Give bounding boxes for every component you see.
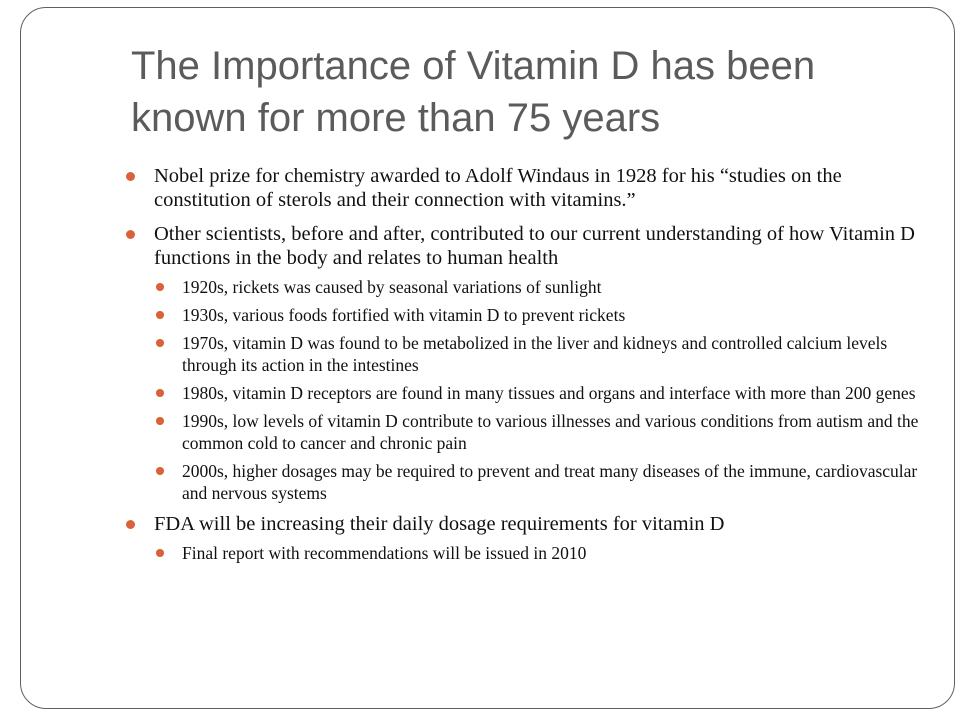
sub-bullet-item-final-report: Final report with recommendations will b… <box>156 542 926 564</box>
sub-bullet-dot-icon <box>156 339 164 347</box>
bullet-dot-icon <box>126 172 135 181</box>
sub-bullet-item-2000s: 2000s, higher dosages may be required to… <box>156 460 926 504</box>
sub-bullet-dot-icon <box>156 549 164 557</box>
sub-bullet-item-1920s: 1920s, rickets was caused by seasonal va… <box>156 276 926 298</box>
sub-bullet-text: Final report with recommendations will b… <box>182 543 587 563</box>
sub-bullet-dot-icon <box>156 283 164 291</box>
sub-list-container: 1920s, rickets was caused by seasonal va… <box>126 276 926 504</box>
slide-title: The Importance of Vitamin D has been kno… <box>131 44 816 140</box>
sub-bullet-item-1980s: 1980s, vitamin D receptors are found in … <box>156 382 926 404</box>
slide-frame: The Importance of Vitamin D has been kno… <box>20 7 955 709</box>
sub-bullet-text: 1920s, rickets was caused by seasonal va… <box>182 277 602 297</box>
bullet-item-nobel-prize: Nobel prize for chemistry awarded to Ado… <box>126 164 926 212</box>
bullet-dot-icon <box>126 520 135 529</box>
bullet-text: Other scientists, before and after, cont… <box>154 223 915 269</box>
bullet-item-other-scientists: Other scientists, before and after, cont… <box>126 222 926 270</box>
sub-bullet-text: 1930s, various foods fortified with vita… <box>182 305 626 325</box>
sub-bullet-item-1990s: 1990s, low levels of vitamin D contribut… <box>156 410 926 454</box>
sub-bullet-list: 1920s, rickets was caused by seasonal va… <box>126 276 926 504</box>
bullet-text: FDA will be increasing their daily dosag… <box>154 513 725 535</box>
sub-bullet-dot-icon <box>156 389 164 397</box>
bullet-list: Nobel prize for chemistry awarded to Ado… <box>126 164 926 572</box>
sub-list-container: Final report with recommendations will b… <box>126 542 926 564</box>
sub-bullet-dot-icon <box>156 311 164 319</box>
bullet-text: Nobel prize for chemistry awarded to Ado… <box>154 165 842 211</box>
sub-bullet-dot-icon <box>156 417 164 425</box>
sub-bullet-item-1930s: 1930s, various foods fortified with vita… <box>156 304 926 326</box>
sub-bullet-text: 1970s, vitamin D was found to be metabol… <box>182 333 888 375</box>
sub-bullet-item-1970s: 1970s, vitamin D was found to be metabol… <box>156 332 926 376</box>
sub-bullet-text: 1990s, low levels of vitamin D contribut… <box>182 411 919 453</box>
sub-bullet-list: Final report with recommendations will b… <box>126 542 926 564</box>
sub-bullet-dot-icon <box>156 467 164 475</box>
bullet-dot-icon <box>126 230 135 239</box>
sub-bullet-text: 1980s, vitamin D receptors are found in … <box>182 383 916 403</box>
sub-bullet-text: 2000s, higher dosages may be required to… <box>182 461 918 503</box>
bullet-item-fda: FDA will be increasing their daily dosag… <box>126 512 926 536</box>
